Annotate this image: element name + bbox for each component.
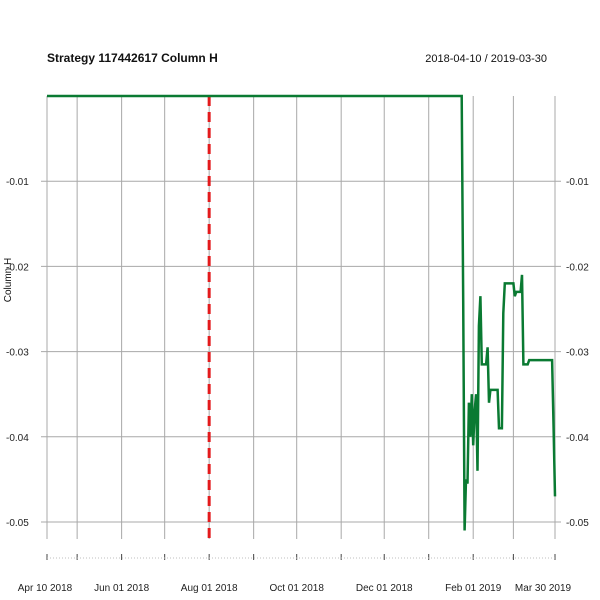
series-line: [47, 94, 557, 531]
y-tick-label-right: -0.04: [566, 433, 589, 444]
x-tick-label: Feb 01 2019: [445, 583, 502, 594]
y-tick-label-left: -0.04: [6, 433, 29, 444]
y-tick-label-right: -0.03: [566, 348, 589, 359]
y-tick-label-right: -0.05: [566, 518, 589, 529]
y-tick-label-left: -0.03: [6, 348, 29, 359]
x-tick-label: Oct 01 2018: [269, 583, 324, 594]
y-tick-label-left: -0.02: [6, 262, 29, 273]
y-tick-label-left: -0.01: [6, 177, 29, 188]
grid-lines: [41, 96, 561, 539]
plot-marks: [47, 94, 557, 539]
y-tick-label-right: -0.02: [566, 262, 589, 273]
x-tick-label: Mar 30 2019: [515, 583, 572, 594]
date-range-label: 2018-04-10 / 2019-03-30: [425, 53, 547, 65]
x-tick-label: Jun 01 2018: [94, 583, 149, 594]
y-axis-label: Column H: [3, 258, 14, 302]
y-tick-label-right: -0.01: [566, 177, 589, 188]
axes: -0.01 -0.01 -0.02 -0.02 -0.03 -0.03 -0.04 -0.04…: [6, 177, 589, 594]
chart-title: Strategy 117442617 Column H: [47, 51, 218, 65]
x-tick-label: Dec 01 2018: [356, 583, 413, 594]
x-tick-label: Aug 01 2018: [181, 583, 238, 594]
y-tick-label-left: -0.05: [6, 518, 29, 529]
x-tick-label: Apr 10 2018: [18, 583, 73, 594]
